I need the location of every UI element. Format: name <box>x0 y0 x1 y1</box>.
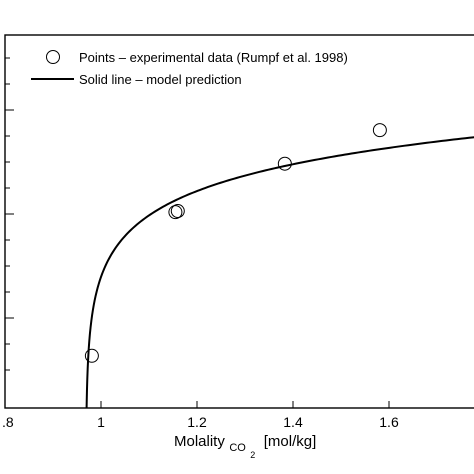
data-point <box>170 204 185 219</box>
model-prediction-line <box>85 136 474 409</box>
legend-label-points: Points – experimental data (Rumpf et al.… <box>79 50 348 65</box>
legend: Points – experimental data (Rumpf et al.… <box>31 50 348 87</box>
data-point <box>168 205 183 220</box>
x-tick-label: 1.4 <box>283 414 303 430</box>
x-axis-title-sub: CO <box>229 442 246 454</box>
x-axis-title: Molality CO 2 [mol/kg] <box>174 433 316 462</box>
legend-marker-points <box>46 50 60 64</box>
legend-label-line: Solid line – model prediction <box>79 72 242 87</box>
x-tick-label: .8 <box>2 414 14 430</box>
data-point <box>372 123 387 138</box>
x-tick-label: 1.6 <box>379 414 399 430</box>
x-tick-labels: .8 1 1.2 1.4 1.6 <box>2 414 399 430</box>
x-tick-label: 1.2 <box>187 414 207 430</box>
plot-frame <box>4 34 474 409</box>
data-point <box>277 156 292 171</box>
x-tick-label: 1 <box>97 414 105 430</box>
experimental-points <box>84 123 387 363</box>
x-axis-title-unit: [mol/kg] <box>264 433 317 450</box>
data-point <box>84 348 99 363</box>
x-axis-title-main: Molality <box>174 433 225 450</box>
ticks <box>4 57 390 408</box>
x-axis-title-subsub: 2 <box>250 450 255 460</box>
